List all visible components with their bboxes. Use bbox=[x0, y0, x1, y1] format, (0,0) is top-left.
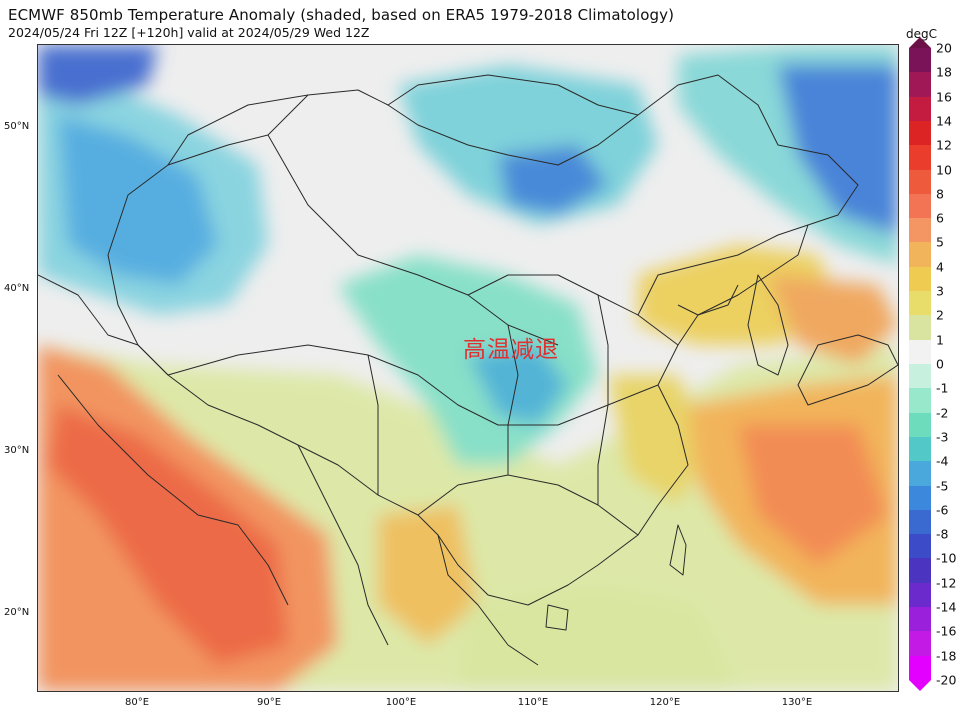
colorbar-swatch bbox=[909, 412, 931, 438]
northwest-corner-blue bbox=[38, 45, 158, 105]
colorbar-swatch bbox=[909, 193, 931, 219]
south-asia-hot-core bbox=[48, 405, 288, 665]
western-pacific-warm-core bbox=[738, 425, 888, 565]
lon-label-80: 80°E bbox=[124, 697, 150, 708]
colorbar-tick-label: -18 bbox=[936, 648, 957, 664]
korea-coast bbox=[747, 274, 789, 376]
colorbar-swatch bbox=[909, 291, 931, 316]
province-line-4 bbox=[467, 274, 679, 346]
colorbar-swatch bbox=[909, 315, 931, 341]
india-border bbox=[38, 274, 289, 606]
korea-bay-coast bbox=[677, 284, 739, 316]
colorbar-swatch bbox=[909, 72, 931, 98]
colorbar-swatch bbox=[909, 534, 931, 559]
lon-label-110: 110°E bbox=[517, 697, 549, 708]
colorbar-swatch bbox=[909, 364, 931, 389]
colorbar-swatch bbox=[909, 242, 931, 268]
lon-label-130: 130°E bbox=[781, 697, 813, 708]
chart-subtitle: 2024/05/24 Fri 12Z [+120h] valid at 2024… bbox=[8, 25, 370, 40]
colorbar-tick-label: 14 bbox=[936, 113, 952, 129]
colorbar-swatch bbox=[909, 120, 931, 146]
colorbar-tick-label: 20 bbox=[936, 40, 952, 56]
colorbar-tick-label: -5 bbox=[936, 478, 949, 494]
colorbar-tick-label: 0 bbox=[936, 356, 944, 372]
colorbar-bottom-arrow bbox=[909, 680, 931, 691]
lat-label-40: 40°N bbox=[4, 283, 30, 294]
colorbar-tick-label: 4 bbox=[936, 259, 944, 275]
colorbar-tick-label: 16 bbox=[936, 89, 952, 105]
colorbar-tick-label: 3 bbox=[936, 283, 944, 299]
china-border bbox=[107, 74, 859, 606]
northwest-cold-core bbox=[58, 115, 218, 285]
province-line-5 bbox=[507, 324, 519, 475]
colorbar-swatch bbox=[909, 485, 931, 511]
colorbar-tick-label: -1 bbox=[936, 380, 949, 396]
lon-label-90: 90°E bbox=[256, 697, 282, 708]
anomaly-map bbox=[38, 45, 898, 691]
colorbar-swatch bbox=[909, 582, 931, 608]
southwest-china-warm-patch bbox=[378, 505, 478, 645]
colorbar-tick-label: -6 bbox=[936, 502, 949, 518]
map-annotation: 高温减退 bbox=[463, 337, 559, 363]
south-china-sea-neutral bbox=[458, 585, 738, 691]
colorbar-tick-label: 18 bbox=[936, 64, 952, 80]
colorbar-tick-label: -20 bbox=[936, 672, 957, 688]
mongolia-cold-core bbox=[498, 145, 608, 215]
colorbar-swatch bbox=[909, 145, 931, 171]
colorbar-tick-label: -10 bbox=[936, 550, 957, 566]
chart-title: ECMWF 850mb Temperature Anomaly (shaded,… bbox=[8, 6, 675, 24]
indochina-border bbox=[297, 444, 539, 666]
mongolia-border bbox=[167, 74, 639, 166]
colorbar-tick-label: 6 bbox=[936, 210, 944, 226]
colorbar-tick-label: 10 bbox=[936, 162, 952, 178]
lat-label-20: 20°N bbox=[4, 607, 30, 618]
japan-coast bbox=[797, 334, 898, 406]
colorbar-tick-label: -4 bbox=[936, 453, 949, 469]
province-line-3 bbox=[417, 474, 639, 536]
province-line-8 bbox=[637, 224, 809, 316]
colorbar-tick-label: -12 bbox=[936, 575, 957, 591]
colorbar-swatch bbox=[909, 607, 931, 632]
province-line-7 bbox=[367, 354, 379, 495]
colorbar-swatch bbox=[909, 48, 931, 73]
korea-japan-warm bbox=[768, 275, 898, 365]
anomaly-shading bbox=[38, 45, 898, 691]
colorbar-swatch bbox=[909, 96, 931, 122]
colorbar-tick-label: -14 bbox=[936, 599, 957, 615]
hainan-coast bbox=[545, 604, 569, 631]
central-china-cold-core bbox=[468, 345, 568, 425]
colorbar-swatch bbox=[909, 436, 931, 462]
colorbar-swatch bbox=[909, 461, 931, 487]
border-lines bbox=[38, 74, 898, 666]
colorbar-tick-label: 5 bbox=[936, 234, 944, 250]
colorbar-swatch bbox=[909, 558, 931, 584]
colorbar-tick-label: 12 bbox=[936, 137, 952, 153]
colorbar-tick-label: -16 bbox=[936, 623, 957, 639]
lat-label-30: 30°N bbox=[4, 445, 30, 456]
colorbar-swatch bbox=[909, 266, 931, 292]
colorbar-swatch bbox=[909, 169, 931, 195]
colorbar-tick-label: 8 bbox=[936, 186, 944, 202]
taiwan-coast bbox=[669, 524, 687, 576]
province-line-6 bbox=[597, 294, 609, 505]
colorbar-swatch bbox=[909, 655, 931, 681]
lon-label-120: 120°E bbox=[649, 697, 681, 708]
lon-label-100: 100°E bbox=[385, 697, 417, 708]
colorbar-top-arrow bbox=[909, 37, 931, 48]
northeast-cold-core bbox=[778, 65, 898, 235]
colorbar-tick-label: -8 bbox=[936, 526, 949, 542]
colorbar-tick-label: -2 bbox=[936, 405, 949, 421]
colorbar-swatch bbox=[909, 631, 931, 657]
colorbar-tick-label: 1 bbox=[936, 332, 944, 348]
lat-label-50: 50°N bbox=[4, 121, 30, 132]
colorbar-tick-label: -3 bbox=[936, 429, 949, 445]
map-frame bbox=[37, 44, 899, 692]
colorbar-swatch bbox=[909, 218, 931, 243]
colorbar-swatch bbox=[909, 388, 931, 414]
colorbar-swatch bbox=[909, 509, 931, 535]
province-line-2 bbox=[167, 344, 659, 426]
colorbar-tick-label: 2 bbox=[936, 307, 944, 323]
colorbar-swatch bbox=[909, 339, 931, 365]
